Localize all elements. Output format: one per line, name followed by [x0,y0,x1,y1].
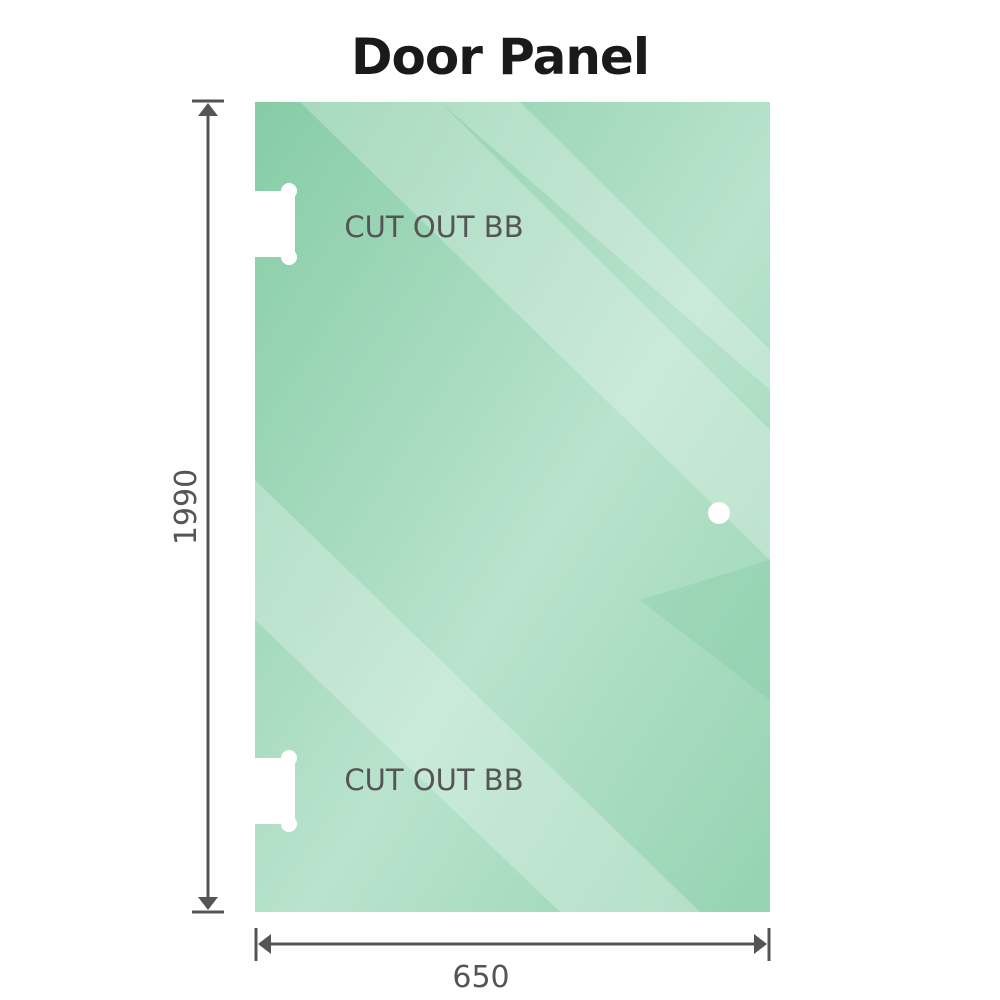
glass-panel [255,102,770,912]
handle-hole [708,502,730,524]
cutout-label-top: CUT OUT BB [344,210,523,244]
height-label: 1990 [169,469,204,545]
width-dimension-line [254,928,771,961]
cutout-top [250,183,297,265]
diagram-title: Door Panel [351,28,650,86]
height-dimension-line [192,99,224,914]
width-label: 650 [452,960,509,995]
cutout-bottom [250,750,297,832]
cutout-label-bottom: CUT OUT BB [344,763,523,797]
